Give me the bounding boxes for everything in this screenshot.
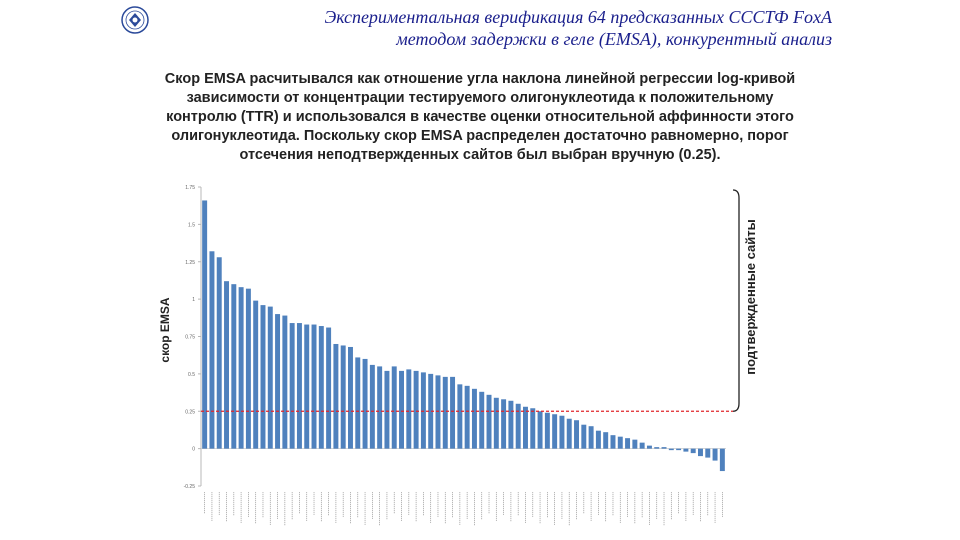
bar [668,448,674,451]
description-line-4: олигонуклеотида. Поскольку скор EMSA рас… [171,128,789,144]
bar [654,447,660,449]
bar [639,442,645,449]
bar [471,388,477,449]
bar [318,326,324,449]
bar [493,397,499,449]
bar [420,372,426,449]
bar [216,257,222,449]
bar [442,376,448,449]
bar [450,376,456,449]
bar [537,411,543,449]
title-line-2: методом задержки в геле (EMSA), конкурен… [396,29,832,49]
y-tick-label: 0.25 [185,409,195,415]
y-axis-label: скор EMSA [158,297,172,363]
bar [340,345,346,449]
bar [676,448,682,451]
bars [202,200,725,472]
y-tick-label: 0.75 [185,335,195,341]
bar [588,426,594,449]
y-tick-label: 1 [192,297,195,303]
bar [595,430,601,449]
bar [508,400,514,449]
bar [625,438,631,449]
bar [610,435,616,449]
bar [362,358,368,449]
y-tick-label: -0.25 [184,484,196,490]
bar [289,323,295,449]
y-tick-label: 1.25 [185,260,195,266]
bar [719,448,725,472]
bar [661,447,667,449]
bar [231,284,237,449]
y-tick-label: 1.75 [185,185,195,191]
bar [304,324,310,449]
bar [523,406,528,449]
bar [617,436,623,449]
description-line-2: зависимости от концентрации тестируемого… [186,90,774,106]
bar [399,370,404,449]
bar [501,399,507,449]
description-line-1: Скор EMSA расчитывался как отношение угл… [164,71,796,87]
bar [486,394,492,449]
bar [603,432,609,449]
bar [559,415,565,449]
bar [712,448,718,461]
bar [406,369,412,449]
bar [377,366,383,449]
slide-title: Экспериментальная верификация 64 предска… [180,6,832,50]
bar [683,448,689,452]
y-tick-label: 0.5 [188,372,195,378]
bar [515,403,521,449]
bar [333,343,339,449]
bar [238,287,244,449]
bar [224,281,229,449]
bar [435,375,441,449]
bar [574,420,579,449]
bar [384,370,390,449]
bar [311,324,317,449]
bar [369,364,375,449]
title-line-1: Экспериментальная верификация 64 предска… [324,7,832,27]
bar [326,327,332,449]
bar [479,391,485,449]
bar [646,445,652,449]
bar [581,424,587,449]
bar [282,315,288,449]
bar [391,366,397,449]
y-tick-label: 0 [192,447,195,453]
bar [348,346,353,449]
bar [275,314,281,449]
bar [260,305,266,449]
bar [296,323,302,449]
y-tick-label: 1.5 [188,222,195,228]
bar [457,384,463,449]
bar [267,306,273,449]
bar [632,439,638,449]
bar [253,300,259,449]
bar [202,200,208,449]
bar [690,448,696,454]
bar [698,448,703,457]
slide-description: Скор EMSA расчитывался как отношение угл… [110,70,850,165]
bar [464,385,470,449]
bar [544,412,550,449]
bar [355,357,361,449]
x-tick-labels [204,492,723,526]
institute-logo [121,6,149,34]
description-line-5: отсечения неподтвержденных сайтов был вы… [239,147,721,163]
bar [209,251,215,449]
confirmed-sites-label: подтвержденные сайты [743,219,758,375]
confirmed-sites-bracket [732,189,740,412]
bar [552,414,558,449]
bar [705,448,711,458]
description-line-3: контролю (TTR) и использовался в качеств… [166,109,794,125]
bar [428,373,434,449]
bar [413,370,419,449]
y-axis: 1.75 1.5 1.25 1 0.75 0.5 0.25 0 -0.25 [184,185,726,490]
bar [245,288,251,449]
bar [566,418,572,449]
bar [530,408,536,449]
